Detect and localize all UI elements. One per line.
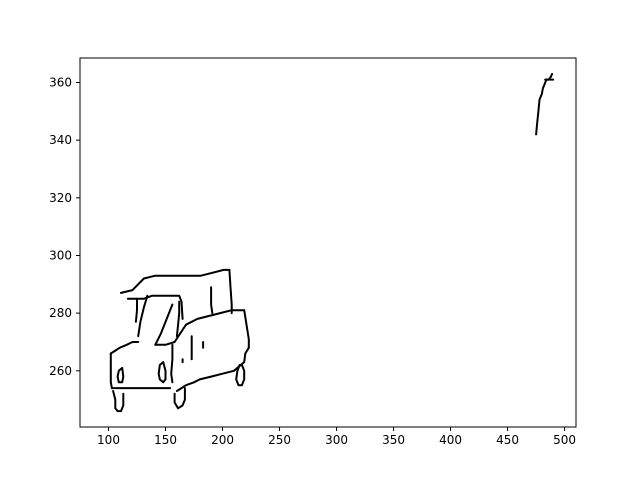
sketch-line-10: [109, 341, 140, 355]
y-tick-label: 320: [49, 191, 72, 205]
x-tick-label: 250: [268, 433, 291, 447]
x-tick-label: 300: [325, 433, 348, 447]
y-tick-label: 300: [49, 248, 72, 262]
x-tick-label: 100: [97, 433, 120, 447]
sketch-line-6: [228, 268, 233, 315]
sketch-line-4: [154, 303, 174, 346]
x-tick-label: 500: [553, 433, 576, 447]
y-axis: 260 280 300 320 340 360: [49, 76, 80, 378]
x-tick-label: 150: [154, 433, 177, 447]
x-tick-label: 450: [496, 433, 519, 447]
sketch-line-0: [120, 268, 231, 294]
sketch-line-21: [235, 364, 246, 387]
sketch-line-14: [175, 346, 250, 392]
sketch-line-19: [157, 361, 167, 384]
sketch-line-17: [112, 390, 125, 413]
x-axis: 100 150 200 250 300 350 400 450 500: [97, 427, 576, 447]
sketch-line-8: [210, 286, 214, 315]
y-tick-label: 360: [49, 76, 72, 90]
y-tick-label: 260: [49, 364, 72, 378]
sketch-line-2: [134, 297, 138, 323]
sketch-line-1: [126, 294, 180, 300]
sketch-line-3: [137, 294, 149, 338]
y-tick-label: 280: [49, 306, 72, 320]
x-tick-label: 400: [439, 433, 462, 447]
plot-frame: [79, 57, 577, 428]
sketch-line-20: [173, 387, 186, 410]
sketch-line-15: [109, 352, 113, 390]
x-tick-label: 350: [382, 433, 405, 447]
sketch-line-18: [116, 366, 125, 384]
x-tick-label: 200: [211, 433, 234, 447]
y-tick-label: 340: [49, 133, 72, 147]
sketch-line-13: [243, 309, 250, 349]
sketch-lines: [109, 72, 555, 413]
sketch-line-12: [170, 343, 174, 384]
sketch-line-7: [178, 294, 184, 320]
sketch-line-9: [173, 309, 246, 343]
sketch-line-5: [175, 300, 181, 338]
sketch-line-11: [154, 341, 176, 346]
